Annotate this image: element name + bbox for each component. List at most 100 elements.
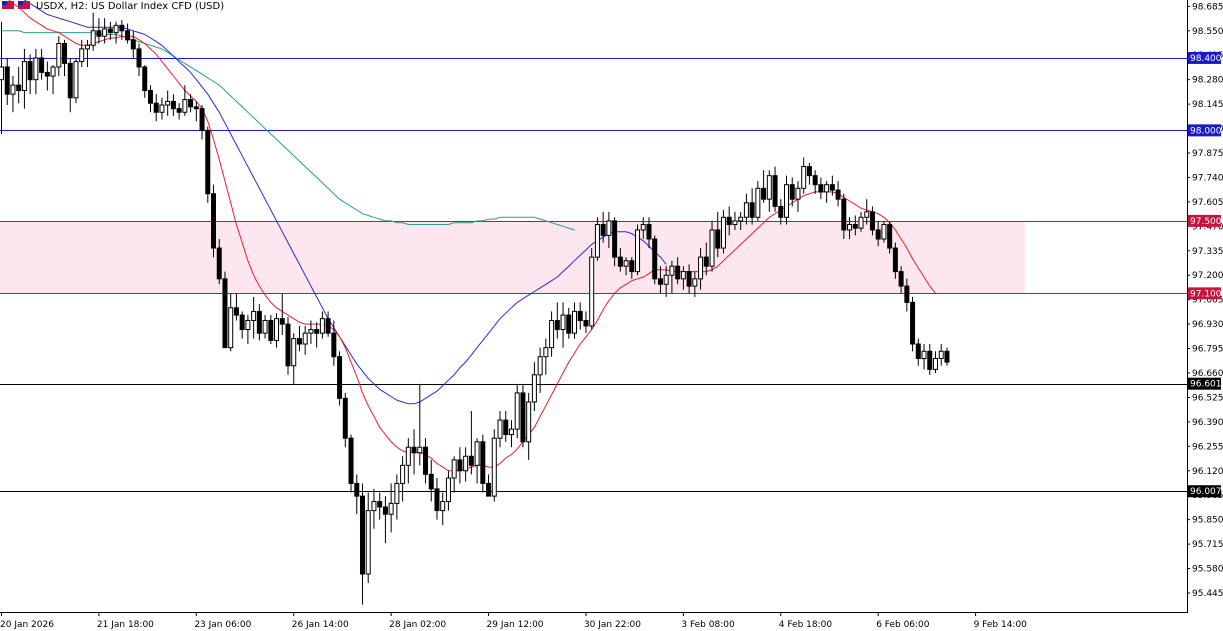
candle[interactable] (119, 19, 125, 40)
candle[interactable] (715, 211, 721, 258)
candle[interactable] (549, 311, 555, 357)
candle[interactable] (801, 157, 807, 194)
candle[interactable] (50, 65, 56, 95)
candle[interactable] (743, 193, 749, 225)
candle[interactable] (669, 260, 675, 294)
candle[interactable] (606, 211, 612, 249)
candle[interactable] (503, 411, 509, 442)
candle[interactable] (147, 85, 153, 113)
candle[interactable] (858, 211, 864, 232)
candle[interactable] (251, 296, 257, 339)
candle[interactable] (915, 338, 921, 366)
candle[interactable] (486, 474, 492, 497)
candle[interactable] (944, 347, 950, 366)
candle[interactable] (600, 211, 606, 243)
candle[interactable] (285, 316, 291, 375)
candle[interactable] (841, 193, 847, 240)
candle[interactable] (617, 248, 623, 272)
candle[interactable] (388, 483, 394, 533)
candle[interactable] (331, 320, 337, 366)
candle[interactable] (887, 220, 893, 254)
candle[interactable] (835, 181, 841, 207)
candle[interactable] (434, 478, 440, 520)
candle[interactable] (583, 311, 589, 334)
candle[interactable] (875, 220, 881, 247)
candle[interactable] (400, 456, 406, 502)
candle[interactable] (726, 206, 732, 236)
candle[interactable] (96, 18, 102, 44)
candle[interactable] (451, 456, 457, 493)
candle[interactable] (812, 170, 818, 194)
candle[interactable] (629, 257, 635, 279)
candle[interactable] (772, 166, 778, 212)
candle[interactable] (130, 30, 136, 58)
candle[interactable] (852, 215, 858, 236)
candle[interactable] (829, 175, 835, 196)
candle[interactable] (382, 496, 388, 544)
candle[interactable] (165, 90, 171, 116)
candle[interactable] (159, 97, 165, 120)
candle[interactable] (291, 333, 297, 384)
candle[interactable] (205, 126, 211, 203)
candle[interactable] (468, 411, 474, 475)
candle[interactable] (778, 199, 784, 225)
candle[interactable] (233, 293, 239, 321)
candle[interactable] (824, 181, 830, 203)
candle[interactable] (4, 57, 10, 106)
candle[interactable] (423, 438, 429, 484)
candle[interactable] (279, 293, 285, 335)
candle[interactable] (910, 296, 916, 352)
candle[interactable] (847, 217, 853, 240)
candle[interactable] (405, 438, 411, 484)
candle[interactable] (904, 278, 910, 312)
candle[interactable] (262, 315, 268, 339)
candle[interactable] (881, 220, 887, 243)
candle[interactable] (932, 351, 938, 373)
candle[interactable] (21, 48, 27, 109)
candle[interactable] (0, 21, 4, 134)
candle[interactable] (314, 322, 320, 348)
candle[interactable] (411, 429, 417, 475)
candle[interactable] (256, 304, 262, 341)
candle[interactable] (572, 302, 577, 339)
candle[interactable] (182, 85, 188, 116)
candle[interactable] (90, 12, 96, 51)
candle[interactable] (732, 211, 738, 230)
candle[interactable] (440, 492, 446, 526)
candle[interactable] (497, 411, 503, 448)
candle[interactable] (806, 162, 812, 185)
candle[interactable] (514, 383, 520, 439)
candle[interactable] (56, 36, 62, 77)
candle[interactable] (113, 21, 119, 44)
candle[interactable] (749, 188, 755, 225)
candle[interactable] (784, 175, 790, 225)
candle[interactable] (577, 302, 583, 330)
candle[interactable] (153, 94, 159, 122)
candle[interactable] (176, 103, 182, 120)
candle[interactable] (675, 257, 681, 285)
candle[interactable] (268, 315, 274, 345)
candle[interactable] (10, 76, 16, 113)
candle[interactable] (766, 170, 772, 212)
candle[interactable] (348, 434, 354, 493)
candle[interactable] (33, 48, 39, 95)
candle[interactable] (359, 483, 365, 605)
candle[interactable] (635, 224, 641, 276)
candle[interactable] (589, 248, 595, 330)
candle[interactable] (720, 210, 726, 254)
candle[interactable] (623, 257, 629, 276)
candle[interactable] (365, 492, 371, 584)
candle[interactable] (428, 459, 434, 502)
candle[interactable] (457, 447, 463, 484)
candle[interactable] (508, 420, 514, 448)
candle[interactable] (211, 184, 217, 258)
candle[interactable] (789, 177, 795, 207)
candle[interactable] (239, 311, 245, 339)
candle[interactable] (531, 362, 537, 412)
candle[interactable] (44, 61, 50, 91)
candle[interactable] (199, 105, 205, 140)
candle[interactable] (445, 470, 451, 511)
candle[interactable] (566, 307, 572, 339)
candle[interactable] (738, 211, 744, 230)
candle[interactable] (27, 54, 33, 95)
